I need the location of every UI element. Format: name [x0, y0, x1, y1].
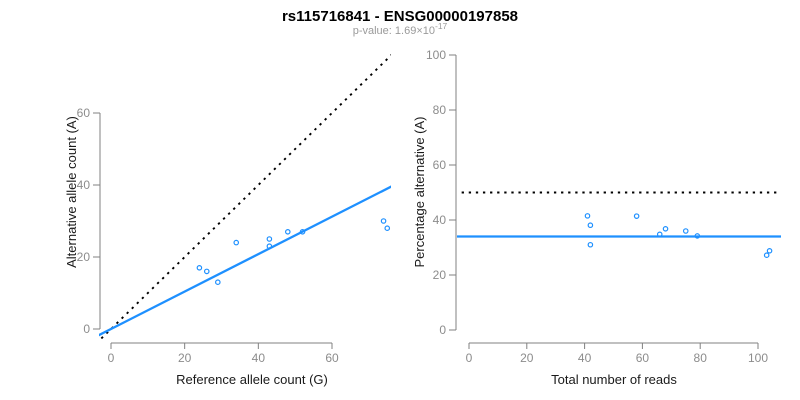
y-tick-label: 60 [77, 106, 91, 120]
x-tick-label: 20 [520, 351, 534, 365]
data-point [215, 279, 221, 286]
data-point [233, 239, 240, 246]
right-x-axis-title: Total number of reads [551, 372, 677, 387]
y-tick-label: 60 [433, 158, 447, 172]
x-tick-label: 20 [178, 351, 192, 365]
p-value-text: p-value: 1.69×10 [353, 25, 435, 37]
y-tick-label: 40 [433, 213, 447, 227]
left-x-axis-title: Reference allele count (G) [176, 372, 328, 387]
x-tick-label: 60 [325, 351, 339, 365]
data-point [384, 225, 391, 232]
y-tick-label: 20 [77, 250, 91, 264]
x-tick-label: 40 [578, 351, 592, 365]
x-tick-label: 100 [748, 351, 768, 365]
data-point [656, 231, 663, 238]
x-tick-label: 0 [466, 351, 473, 365]
data-point [763, 252, 770, 259]
left-y-axis-title: Alternative allele count (A) [64, 116, 79, 268]
line-layer [99, 54, 391, 343]
data-point [196, 264, 203, 271]
right-y-axis-title: Percentage alternative (A) [412, 116, 427, 267]
y-tick-label: 20 [433, 268, 447, 282]
identity-line [99, 54, 391, 343]
figure-subtitle: p-value: 1.69×10-17 [353, 21, 448, 37]
data-point [266, 243, 273, 250]
data-point [584, 213, 591, 219]
x-tick-label: 0 [108, 351, 115, 365]
data-point [284, 229, 291, 235]
data-point [266, 236, 273, 242]
figure-title: rs115716841 - ENSG00000197858 [282, 8, 518, 25]
left-panel: Reference allele count (G) Alternative a… [64, 54, 391, 387]
fit-line [99, 185, 391, 337]
data-point [682, 228, 689, 234]
data-point [766, 248, 773, 254]
data-point [587, 222, 594, 229]
data-point [694, 233, 701, 239]
data-point [380, 218, 387, 224]
y-tick-label: 80 [433, 103, 447, 117]
line-layer [457, 191, 781, 238]
data-point [662, 226, 669, 232]
y-tick-label: 100 [426, 48, 446, 62]
data-point [633, 213, 640, 219]
data-point [587, 241, 594, 248]
x-tick-label: 40 [252, 351, 266, 365]
y-tick-label: 40 [77, 178, 91, 192]
data-point [299, 229, 306, 235]
x-tick-label: 60 [636, 351, 650, 365]
right-panel: Total number of reads Percentage alterna… [412, 48, 781, 387]
p-value-exponent: -17 [435, 21, 448, 31]
x-tick-label: 80 [694, 351, 708, 365]
data-point [203, 268, 210, 275]
y-tick-label: 0 [439, 323, 446, 337]
y-tick-label: 0 [83, 322, 90, 336]
